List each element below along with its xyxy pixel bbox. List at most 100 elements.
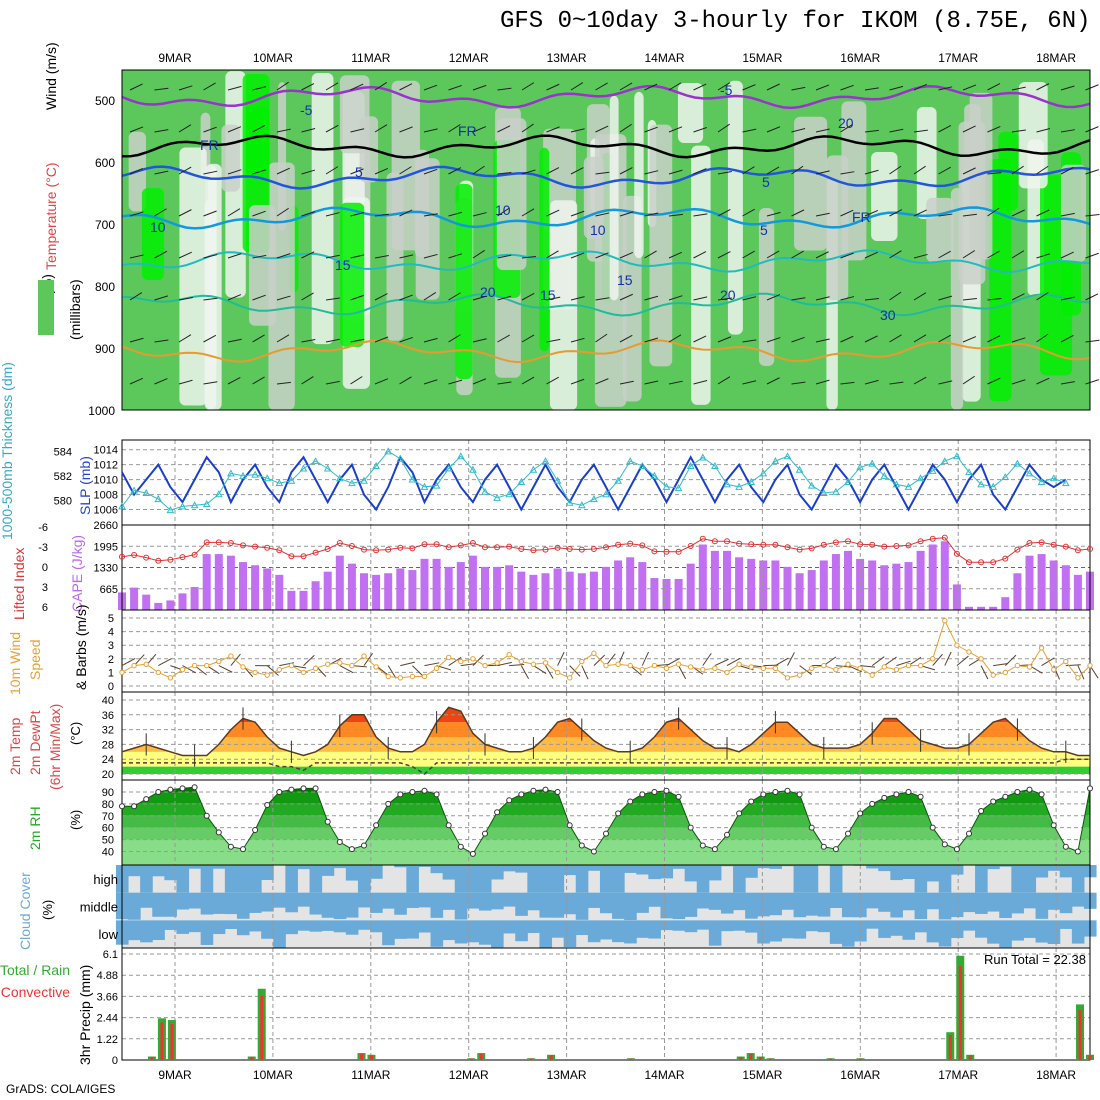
- rh-marker: [603, 830, 609, 837]
- wind-speed-marker: [252, 669, 258, 676]
- wind-barb: [1036, 292, 1049, 301]
- cloud-cell: [382, 920, 395, 946]
- wind-barb: [717, 297, 732, 301]
- wind-barb: [987, 126, 1001, 133]
- wind-barb: [472, 126, 487, 133]
- thickness-marker: [953, 452, 961, 460]
- cloud-cell: [708, 920, 722, 946]
- rh-marker: [905, 788, 912, 795]
- cloud-cell: [890, 892, 903, 918]
- li-marker: [518, 546, 525, 552]
- cape-bar: [166, 600, 175, 610]
- temp-tick-label: 40: [102, 695, 114, 707]
- wind-speed-marker: [990, 672, 996, 678]
- wind-barb: [301, 339, 316, 343]
- li-marker: [675, 548, 682, 555]
- thickness-marker: [456, 452, 465, 460]
- wind-barb: [227, 169, 242, 175]
- wind-barb: [815, 251, 829, 259]
- wind-barb: [1036, 127, 1051, 133]
- rh-marker: [663, 787, 670, 794]
- cape-bar: [735, 557, 744, 610]
- precip-tick-label: 6.1: [103, 949, 118, 961]
- cloud-cell: [1035, 892, 1049, 919]
- wind-speed-marker: [409, 673, 416, 680]
- wind-barb: [400, 661, 416, 667]
- wind-barb: [374, 293, 388, 301]
- cloud-cell: [1011, 920, 1024, 941]
- cloud-cell: [539, 865, 553, 893]
- cloud-cell: [829, 920, 843, 944]
- wind-barb: [840, 335, 854, 343]
- rh-marker: [542, 786, 549, 793]
- thickness-marker: [674, 484, 683, 492]
- wind-barb: [791, 86, 806, 91]
- wind-barb: [896, 660, 911, 667]
- rh-marker: [155, 788, 162, 795]
- li-marker: [832, 539, 839, 546]
- cape-bar: [251, 565, 260, 610]
- rh-marker: [179, 785, 186, 792]
- cape-bar: [347, 563, 356, 610]
- li-marker: [276, 547, 283, 554]
- cloud-cell: [878, 892, 891, 912]
- li-marker: [215, 539, 222, 546]
- rh-streak: [649, 124, 673, 367]
- thickness-marker: [916, 474, 925, 482]
- cloud-cell: [261, 920, 274, 939]
- cloud-cell: [793, 920, 807, 939]
- rh-marker: [917, 793, 924, 800]
- rh-marker: [518, 791, 525, 798]
- wind-barb: [423, 253, 438, 259]
- li-marker: [494, 544, 501, 551]
- cloud-cell: [466, 892, 480, 909]
- thickness-marker: [493, 493, 501, 501]
- panel-frame: [121, 947, 1091, 1061]
- wind-barb: [521, 169, 536, 175]
- cloud-cell: [841, 920, 855, 947]
- li-marker: [978, 559, 985, 566]
- wind-speed-marker: [978, 656, 984, 662]
- wind-barb: [962, 167, 976, 175]
- cloud-cell: [950, 920, 964, 939]
- rh-streak: [179, 147, 207, 406]
- thickness-marker: [444, 464, 453, 472]
- rh-marker: [724, 831, 730, 838]
- cape-bar: [819, 560, 828, 610]
- wind-speed-marker: [688, 664, 694, 670]
- cloud-cell: [733, 920, 746, 931]
- li-marker: [929, 535, 936, 542]
- wind-barb: [913, 129, 928, 133]
- cloud-cell: [733, 865, 746, 893]
- wind-barb: [717, 376, 731, 385]
- wind-barb: [1036, 333, 1049, 343]
- wind-barb: [557, 651, 565, 666]
- precip-conv-bar: [549, 1055, 553, 1060]
- ylabel-wind10-a: 10m Wind: [7, 632, 23, 695]
- wind-barb: [717, 123, 730, 133]
- wind-barb: [815, 379, 830, 385]
- wind-speed-marker: [966, 649, 972, 655]
- li-marker: [469, 540, 476, 546]
- thickness-marker: [541, 457, 550, 465]
- wind-speed-marker: [349, 662, 355, 669]
- wind-barb: [644, 126, 658, 133]
- thickness-marker: [190, 501, 199, 509]
- wind-speed-marker: [204, 662, 210, 669]
- wind-barb: [521, 208, 535, 217]
- li-marker: [724, 538, 730, 545]
- cloud-cell: [551, 920, 565, 938]
- wind-speed-marker: [300, 669, 307, 676]
- wind-barb: [742, 84, 756, 91]
- cape-tick-label: 665: [100, 584, 118, 596]
- rh-marker: [264, 802, 271, 809]
- li-marker: [385, 546, 392, 553]
- temp-tick-label: 28: [102, 739, 114, 751]
- li-marker: [953, 550, 960, 557]
- date-label-bottom: 15MAR: [742, 1068, 782, 1082]
- wind-barb: [693, 83, 707, 91]
- wind-barb: [387, 665, 397, 679]
- wind-barb: [938, 86, 953, 91]
- wind-barb: [178, 297, 193, 301]
